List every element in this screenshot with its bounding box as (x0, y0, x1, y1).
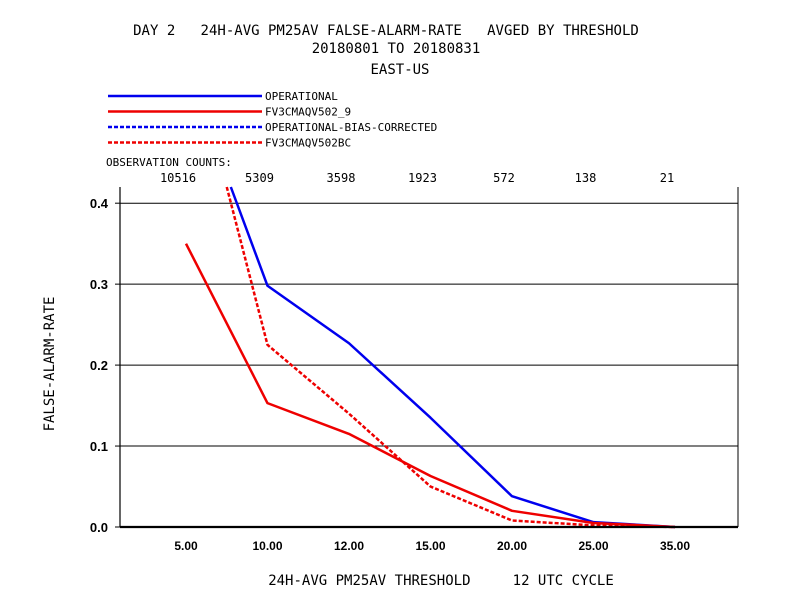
observation-count: 572 (493, 171, 515, 185)
legend-label: FV3CMAQV502BC (265, 137, 351, 150)
x-tick-label: 15.00 (415, 539, 445, 553)
observation-counts: 10516 5309 3598 1923 572 138 21 (160, 171, 674, 185)
series-line-fv3cmaqv502-9 (184, 243, 676, 529)
x-tick-label: 5.00 (174, 539, 198, 553)
y-tick-label: 0.2 (90, 358, 108, 373)
x-tick-label: 12.00 (334, 539, 364, 553)
observation-count: 21 (660, 171, 674, 185)
y-tick-label: 0.4 (90, 196, 109, 211)
axes (115, 187, 739, 529)
legend-label: OPERATIONAL (265, 90, 338, 103)
observation-count: 5309 (245, 171, 274, 185)
x-tick-label: 25.00 (578, 539, 608, 553)
x-tick-labels: 5.00 10.00 12.00 15.00 20.00 25.00 35.00 (174, 539, 690, 553)
legend: OPERATIONAL FV3CMAQV502_9 OPERATIONAL-BIAS… (108, 90, 437, 150)
observation-count: 138 (575, 171, 597, 185)
chart-title-line3: EAST-US (370, 62, 429, 78)
y-tick-label: 0.1 (90, 439, 108, 454)
observation-counts-label: OBSERVATION COUNTS: (106, 156, 232, 169)
x-tick-label: 20.00 (497, 539, 527, 553)
y-axis-label: FALSE-ALARM-RATE (42, 297, 58, 432)
series-line-fv3cmaqv502bc (225, 186, 676, 529)
legend-label: OPERATIONAL-BIAS-CORRECTED (265, 121, 437, 134)
x-tick-label: 10.00 (252, 539, 282, 553)
observation-count: 10516 (160, 171, 196, 185)
x-axis-label: 24H-AVG PM25AV THRESHOLD 12 UTC CYCLE (268, 573, 614, 589)
y-tick-labels: 0.0 0.1 0.2 0.3 0.4 (90, 196, 109, 535)
legend-label: FV3CMAQV502_9 (265, 106, 351, 119)
observation-count: 3598 (327, 171, 356, 185)
series-line-operational (229, 186, 676, 529)
grid (120, 202, 738, 447)
chart-title-line1: DAY 2 24H-AVG PM25AV FALSE-ALARM-RATE AV… (133, 23, 639, 39)
y-tick-label: 0.3 (90, 277, 108, 292)
y-tick-label: 0.0 (90, 520, 108, 535)
chart-title-line2: 20180801 TO 20180831 (312, 41, 481, 57)
observation-count: 1923 (408, 171, 437, 185)
series-lines (184, 186, 676, 529)
x-tick-label: 35.00 (660, 539, 690, 553)
